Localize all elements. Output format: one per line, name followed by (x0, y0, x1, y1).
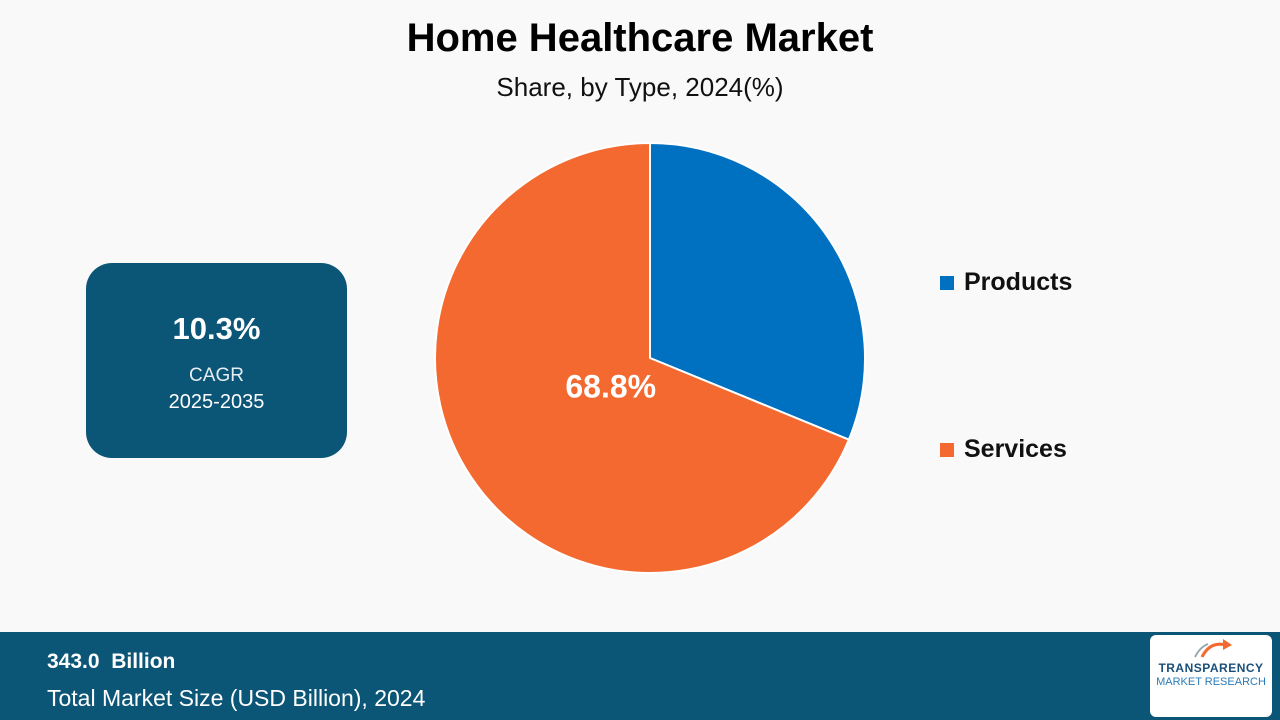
cagr-box: 10.3% CAGR 2025-2035 (86, 263, 347, 458)
logo-text-line1: TRANSPARENCY (1158, 661, 1264, 675)
cagr-label: CAGR (189, 365, 244, 386)
cagr-range: 2025-2035 (168, 391, 265, 413)
logo-text-line2: MARKET RESEARCH (1156, 676, 1266, 688)
cagr-value: 10.3% (172, 311, 261, 346)
footer-bar: 343.0 Billion Total Market Size (USD Bil… (0, 632, 1280, 720)
logo-arrow-icon (1194, 639, 1232, 658)
company-logo: TRANSPARENCY MARKET RESEARCH (1150, 635, 1272, 717)
market-size-value: 343.0 Billion (47, 650, 176, 673)
legend-item-services: Services (940, 435, 1067, 464)
chart-title: Home Healthcare Market (406, 16, 874, 60)
legend-swatch-products (940, 275, 954, 290)
legend-label-services: Services (964, 435, 1067, 463)
legend-item-products: Products (940, 268, 1072, 297)
legend-swatch-services (940, 442, 954, 457)
pie-slice-services (434, 141, 851, 574)
chart-subtitle: Share, by Type, 2024(%) (496, 72, 784, 102)
pie-slice-products (649, 141, 866, 441)
market-size-label: Total Market Size (USD Billion), 2024 (47, 685, 426, 711)
data-label-services: 68.8% (565, 368, 656, 404)
legend-label-products: Products (964, 268, 1073, 296)
pie-chart: 68.8% (434, 141, 866, 574)
